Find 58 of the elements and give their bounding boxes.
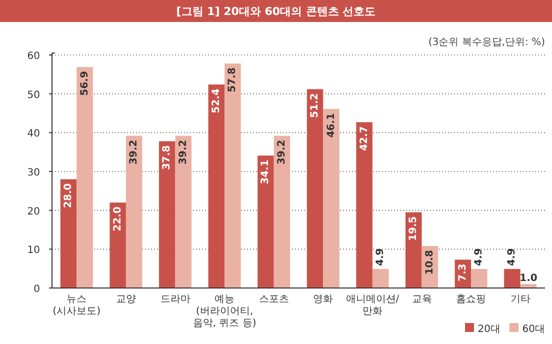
bar <box>158 141 176 288</box>
bar <box>274 136 290 288</box>
data-label: 10.8 <box>424 250 436 275</box>
chart-title: [그림 1] 20대와 60대의 콘텐츠 선호도 <box>176 5 376 18</box>
y-tick-label: 50 <box>27 90 40 101</box>
x-tick-label: 드라마 <box>160 294 190 305</box>
data-label: 28.0 <box>63 183 74 208</box>
data-label: 39.2 <box>178 140 189 164</box>
x-tick-label: 스포츠 <box>258 294 289 305</box>
data-label: 34.1 <box>260 160 272 184</box>
x-tick-label: 예능 (버라이어티, 음악, 퀴즈 등) <box>192 294 256 329</box>
bar <box>471 268 488 288</box>
bar <box>356 122 372 288</box>
x-tick-label: 홈쇼핑 <box>456 294 486 305</box>
data-label: 1.0 <box>520 273 538 284</box>
data-label: 42.7 <box>358 126 370 151</box>
y-tick-label: 20 <box>27 206 40 218</box>
x-tick-label: 교육 <box>412 294 432 305</box>
bar <box>224 64 241 288</box>
legend-label: 60대 <box>522 324 545 335</box>
bar <box>76 67 93 288</box>
bar <box>60 179 77 288</box>
data-label: 46.1 <box>326 112 337 138</box>
y-tick-label: 10 <box>27 245 40 256</box>
bar <box>372 268 389 288</box>
data-label: 39.2 <box>128 140 140 164</box>
data-label: 52.4 <box>210 88 222 114</box>
bar <box>126 136 142 288</box>
data-label: 37.8 <box>162 145 173 170</box>
data-label: 51.2 <box>310 93 321 118</box>
data-label: 4.9 <box>375 248 386 266</box>
x-tick-label: 교양 <box>116 294 136 305</box>
y-tick-label: 60 <box>27 51 40 62</box>
bar <box>208 84 225 288</box>
x-tick-label: 영화 <box>313 294 334 305</box>
data-label: 7.3 <box>457 264 468 282</box>
bar <box>258 156 274 288</box>
bar <box>175 136 192 288</box>
data-label: 56.9 <box>79 71 90 96</box>
bar <box>306 89 324 288</box>
data-label: 22.0 <box>112 206 124 232</box>
bar <box>323 108 340 288</box>
y-tick-label: 30 <box>27 168 40 178</box>
x-tick-label: 기타 <box>510 294 530 305</box>
y-tick-label: 40 <box>27 128 40 140</box>
data-label: 19.5 <box>408 216 420 241</box>
text: (3순위 복수응답,단위: %) <box>428 37 546 48</box>
x-tick-label: 뉴스 (시사보도) <box>52 294 101 317</box>
data-label: 39.2 <box>276 140 288 164</box>
bar <box>504 268 520 288</box>
x-tick-label: 애니메이션/ 만화 <box>346 294 400 317</box>
data-label: 4.9 <box>506 248 518 266</box>
legend-label: 20대 <box>478 324 500 335</box>
bar <box>110 202 126 288</box>
y-tick-label: 0 <box>34 284 40 295</box>
data-label: 4.9 <box>474 248 485 266</box>
data-label: 57.8 <box>227 68 238 92</box>
bar <box>405 212 422 288</box>
